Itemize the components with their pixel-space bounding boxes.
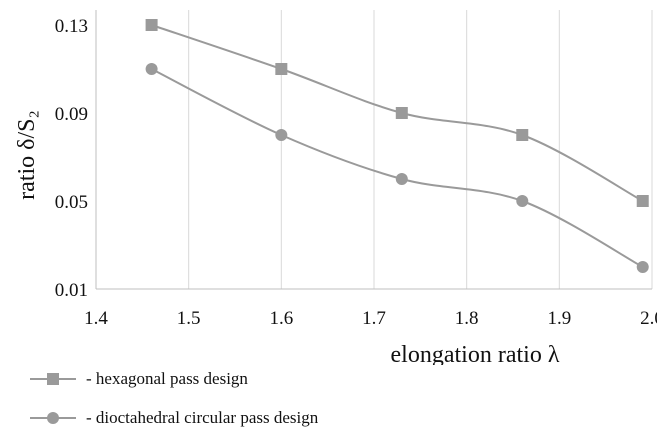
legend-square-marker-icon (30, 373, 76, 385)
x-axis-label: elongation ratio λ (391, 342, 560, 365)
legend-label-hexagonal: - hexagonal pass design (86, 369, 248, 388)
series-2-point-2 (275, 129, 288, 141)
series-2-point-5 (636, 261, 649, 273)
x-tick-1.4: 1.4 (84, 308, 108, 329)
line-chart: 1.4 1.5 1.6 1.7 1.8 1.9 2.0 0.13 0.09 0.05 0.01 e… (14, 10, 657, 365)
series-1-point-4 (516, 129, 529, 141)
y-tick-0.09: 0.09 (55, 104, 88, 125)
series-2-point-3 (395, 173, 408, 185)
y-tick-0.13: 0.13 (55, 16, 88, 37)
legend-item-dioctahedral: - dioctahedral circular pass design (28, 408, 318, 428)
y-tick-labels: 0.13 0.09 0.05 0.01 (55, 16, 88, 301)
gridlines (188, 10, 653, 289)
series-1-point-5 (636, 195, 649, 207)
x-tick-1.6: 1.6 (269, 308, 293, 329)
legend-circle-marker-icon (30, 412, 76, 424)
y-tick-0.01: 0.01 (55, 280, 88, 301)
series-2-point-1 (145, 63, 158, 75)
x-tick-1.7: 1.7 (362, 308, 386, 329)
series-1-point-1 (145, 19, 158, 31)
y-tick-0.05: 0.05 (55, 192, 88, 213)
x-tick-2.0: 2.0 (640, 308, 657, 329)
y-axis-label: ratio δ/S₂ (14, 110, 40, 200)
x-tick-labels: 1.4 1.5 1.6 1.7 1.8 1.9 2.0 (84, 308, 657, 329)
x-tick-1.8: 1.8 (455, 308, 479, 329)
series-2-point-4 (516, 195, 529, 207)
series-line-2 (151, 68, 644, 268)
series-group (145, 19, 649, 273)
series-1-point-2 (275, 63, 288, 75)
x-tick-1.9: 1.9 (547, 308, 571, 329)
legend-label-dioctahedral: - dioctahedral circular pass design (86, 408, 319, 427)
series-1-point-3 (395, 107, 408, 119)
axes (95, 10, 652, 290)
legend-item-hexagonal: - hexagonal pass design (28, 369, 248, 389)
x-tick-1.5: 1.5 (177, 308, 201, 329)
